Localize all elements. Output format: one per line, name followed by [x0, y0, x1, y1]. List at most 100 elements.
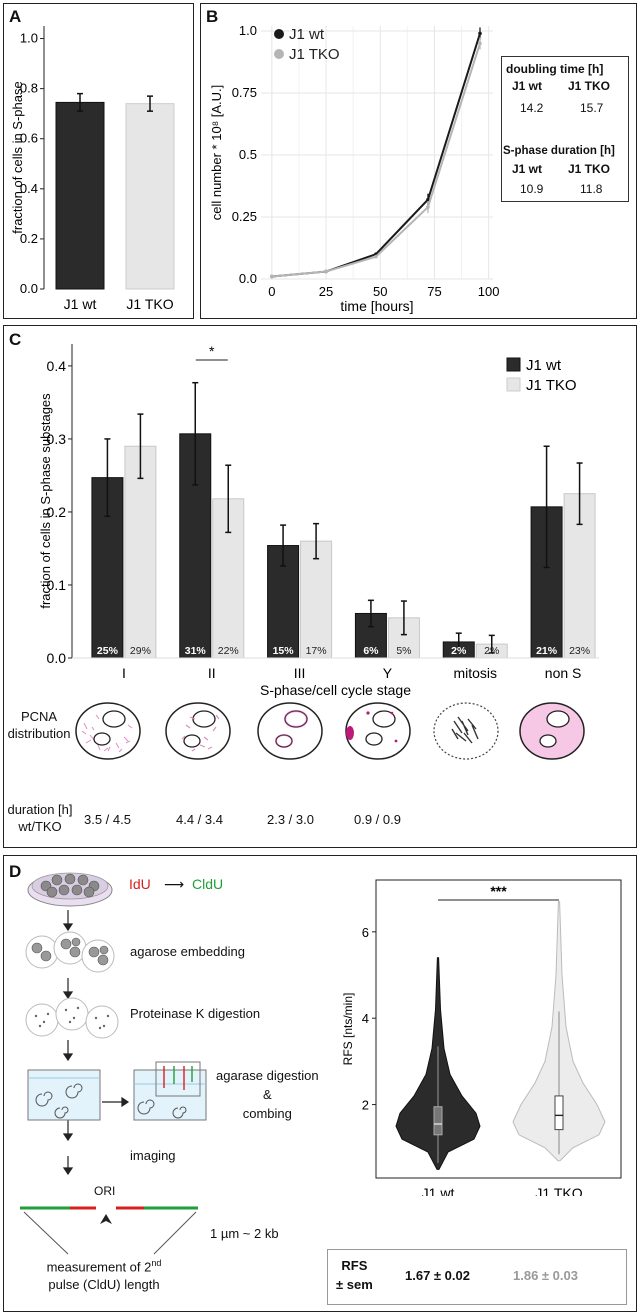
panel-c-label: C	[9, 330, 22, 349]
bar-percent-label: 31%	[185, 645, 207, 657]
panel-c-chart: 0.0 0.1 0.2 0.3 0.4 fraction of cells in S-ph…	[38, 343, 599, 698]
duration-III: 2.3 / 3.0	[267, 812, 314, 827]
idu-arrow: ⟶	[164, 876, 185, 892]
y-tick-label: 0.25	[232, 209, 257, 224]
panel-d: D	[3, 855, 637, 1312]
doubling-tko-value: 15.7	[580, 101, 604, 115]
data-point	[374, 254, 378, 259]
x-tick-label: J1 wt	[64, 296, 97, 312]
panel-b-chart: 0 25 50 75 100 0.0 0.25 0.5 0.75 1.0 time [hours] c…	[209, 23, 500, 314]
step-imaging: imaging	[130, 1148, 176, 1163]
plot-area	[261, 26, 493, 279]
bar-percent-label: 5%	[396, 645, 411, 657]
proteinase-digested-icon	[25, 997, 119, 1039]
ori-arrowhead	[100, 1214, 112, 1224]
y-tick-label: 0.0	[20, 281, 38, 296]
bar-percent-label: 21%	[536, 645, 558, 657]
panel-c: C 0.0 0.1 0.2 0.3 0.4 fraction of cells in S-…	[3, 325, 637, 848]
measurement-sup: nd	[151, 1258, 162, 1268]
legend-swatch	[506, 357, 521, 372]
pcna-cell-non-s	[519, 702, 585, 760]
x-tick-label: III	[294, 665, 306, 681]
rfs-label-line1: RFS	[341, 1258, 368, 1273]
sphase-wt-value: 10.9	[520, 182, 544, 196]
y-tick-label: 6	[362, 925, 369, 940]
doubling-title: doubling time [h]	[506, 62, 604, 76]
x-tick-label: 75	[427, 284, 441, 299]
panel-a-chart: 0.0 0.2 0.4 0.6 0.8 1.0 fraction of cells in S…	[10, 26, 175, 312]
x-tick-label: J1 TKO	[535, 1185, 582, 1196]
combing-beaker-icon	[27, 1061, 207, 1121]
step-proteinase-k: Proteinase K digestion	[130, 1006, 261, 1021]
y-tick-label: 1.0	[239, 23, 257, 38]
x-tick-label: mitosis	[453, 665, 497, 681]
cell-dish-icon	[27, 872, 113, 907]
rfs-tko-value: 1.86 ± 0.03	[513, 1268, 578, 1283]
agarose-embedded-cells-icon	[25, 931, 115, 973]
x-axis-label: S-phase/cell cycle stage	[260, 682, 411, 698]
rfs-label-line2: ± sem	[336, 1277, 373, 1292]
y-tick-label: 0.3	[47, 431, 67, 447]
y-tick-label: 1.0	[20, 31, 38, 46]
y-tick-label: 0.2	[47, 504, 67, 520]
ori-label: ORI	[94, 1184, 116, 1198]
panel-a-label: A	[9, 7, 22, 26]
step-arrows	[62, 910, 130, 1176]
dna-fiber-diagram	[20, 1206, 198, 1255]
x-tick-label: 0	[268, 284, 275, 299]
y-axis-label: cell number * 10⁸ [A.U.]	[209, 85, 224, 221]
boxplot-iqr	[433, 1106, 443, 1136]
y-tick-label: 0.6	[20, 131, 38, 146]
pcna-cell-II	[165, 702, 231, 760]
x-tick-label: non S	[545, 665, 582, 681]
rfs-wt-value: 1.67 ± 0.02	[405, 1268, 470, 1283]
duration-label: duration [h] wt/TKO	[4, 801, 76, 835]
pcna-label-line2: distribution	[7, 726, 71, 741]
data-point	[270, 274, 274, 279]
bar-non-s-tko	[563, 493, 596, 659]
step-agarase-line1: agarase digestion	[216, 1068, 319, 1083]
panel-b-label: B	[206, 7, 219, 26]
significance-stars: ***	[490, 883, 507, 899]
duration-label-line1: duration [h]	[7, 802, 73, 817]
y-tick-label: 0.0	[239, 271, 257, 286]
doubling-col-wt: J1 wt	[512, 79, 543, 93]
bar-i-tko	[124, 445, 157, 659]
scale-label: 1 µm ~ 2 kb	[210, 1226, 279, 1241]
y-tick-label: 0.8	[20, 81, 38, 96]
legend-label: J1 TKO	[526, 377, 577, 394]
panel-a: A 0.0 0.2 0.4 0.6 0.8 1.0 fraction of cells in…	[3, 3, 194, 319]
x-tick-label: 100	[478, 284, 500, 299]
y-axis-label: fraction of cells in S-phase substages	[38, 393, 53, 609]
x-axis-label: time [hours]	[340, 298, 413, 314]
legend-swatch	[506, 377, 521, 392]
pcna-label: PCNA distribution	[4, 708, 74, 742]
x-tick-label: 50	[373, 284, 387, 299]
pcna-label-line1: PCNA	[20, 709, 58, 724]
x-tick-label: 25	[319, 284, 333, 299]
y-axis-label: RFS [nts/min]	[341, 993, 355, 1066]
panel-d-label: D	[9, 862, 22, 881]
panel-b: B 0 25 50 75 100 0.0 0.25 0.5 0.75 1.0 time [hours…	[200, 3, 637, 319]
sphase-title: S-phase duration [h]	[503, 145, 615, 157]
bar-j1-wt	[55, 101, 105, 290]
bar-percent-label: 2%	[484, 645, 499, 657]
measurement-line2: pulse (CldU) length	[48, 1277, 160, 1293]
sphase-col-tko: J1 TKO	[568, 162, 611, 176]
x-tick-label: J1 wt	[422, 1185, 455, 1196]
y-tick-label: 0.4	[20, 181, 38, 196]
sphase-col-wt: J1 wt	[512, 162, 543, 176]
duration-II: 4.4 / 3.4	[176, 812, 223, 827]
bar-percent-label: 23%	[569, 645, 590, 657]
doubling-wt-value: 14.2	[520, 101, 544, 115]
bar-percent-label: 15%	[273, 645, 295, 657]
bar-percent-label: 2%	[451, 645, 467, 657]
bar-percent-label: 17%	[306, 645, 327, 657]
legend-label: J1 wt	[526, 357, 562, 374]
legend-label: J1 wt	[289, 26, 325, 43]
data-point	[324, 269, 328, 274]
duration-Y: 0.9 / 0.9	[354, 812, 401, 827]
y-tick-label: 0.75	[232, 85, 257, 100]
y-tick-label: 0.0	[47, 650, 67, 666]
rfs-summary-box: RFS ± sem 1.67 ± 0.02 1.86 ± 0.03	[327, 1249, 627, 1305]
